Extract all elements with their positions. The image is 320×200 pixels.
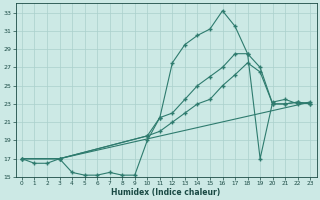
X-axis label: Humidex (Indice chaleur): Humidex (Indice chaleur): [111, 188, 221, 197]
